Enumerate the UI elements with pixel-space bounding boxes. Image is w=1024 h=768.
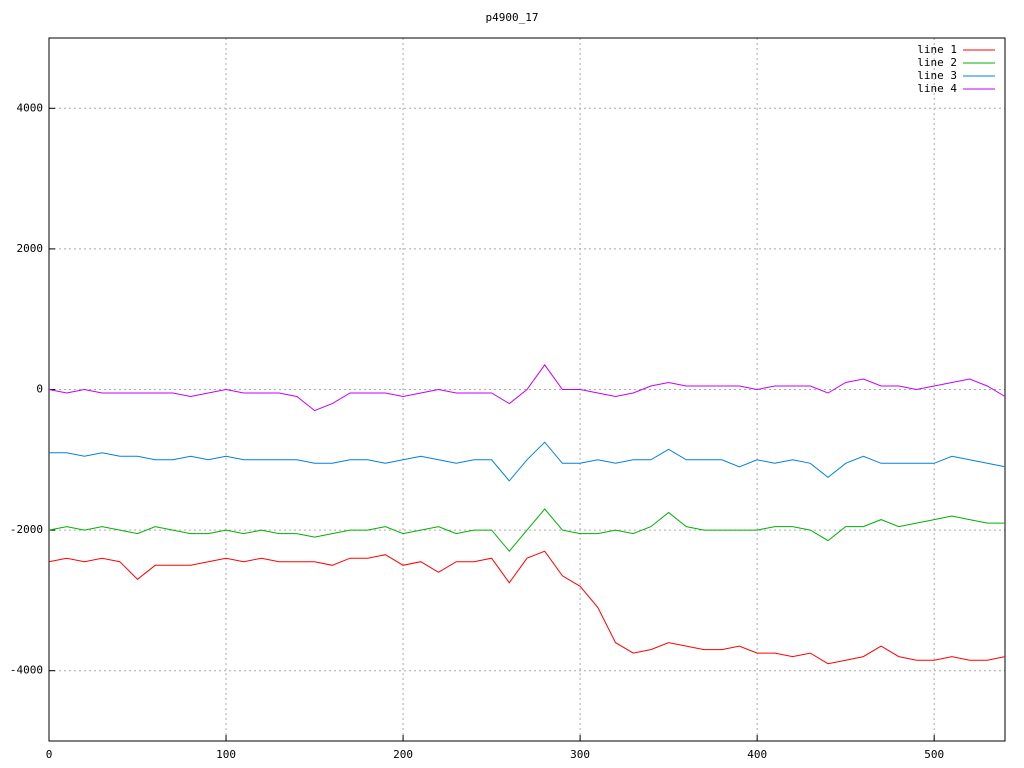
- legend-label: line 3: [917, 69, 957, 82]
- x-tick-label: 400: [747, 748, 767, 761]
- x-tick-label: 100: [216, 748, 236, 761]
- data-line: [49, 441, 1006, 482]
- data-line: [48, 364, 1006, 412]
- x-tick-label: 0: [46, 748, 53, 761]
- y-tick-label: 4000: [17, 101, 44, 114]
- data-line: [48, 550, 1006, 665]
- data-line: [48, 508, 1005, 552]
- x-tick-label: 300: [570, 748, 590, 761]
- y-tick-label: 2000: [17, 242, 44, 255]
- y-tick-label: -2000: [10, 523, 43, 536]
- x-tick-label: 500: [924, 748, 944, 761]
- chart-title: p4900_17: [486, 11, 539, 24]
- y-tick-label: -4000: [10, 664, 43, 677]
- y-tick-label: 0: [36, 383, 43, 396]
- legend-label: line 2: [917, 56, 957, 69]
- legend-label: line 4: [917, 82, 957, 95]
- x-tick-label: 200: [393, 748, 413, 761]
- legend-label: line 1: [917, 43, 957, 56]
